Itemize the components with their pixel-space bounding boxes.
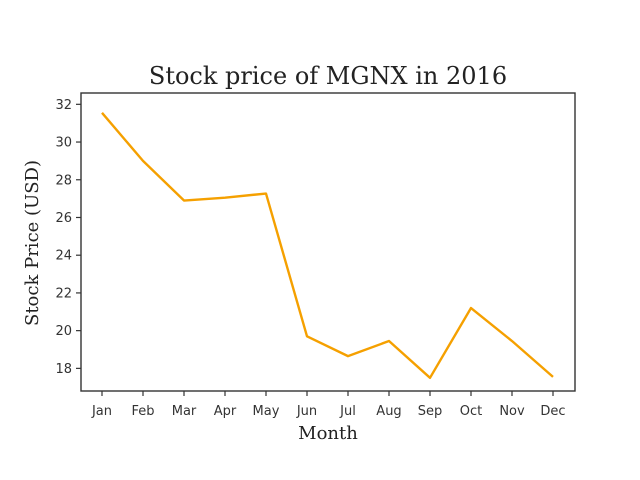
x-tick-label: Feb	[131, 404, 154, 419]
y-tick-label: 32	[55, 98, 72, 113]
x-tick-label: Dec	[540, 404, 565, 419]
x-tick-label: Oct	[460, 404, 482, 419]
x-tick-label: Nov	[499, 404, 525, 419]
y-tick-label: 28	[55, 173, 72, 188]
y-tick-label: 30	[55, 136, 72, 151]
stock-price-line	[101, 112, 554, 379]
x-tick-label: May	[253, 404, 280, 419]
x-tick-label: Apr	[214, 404, 237, 419]
x-tick-label: Sep	[418, 404, 443, 419]
plot-area-frame	[80, 92, 576, 392]
y-tick-label: 20	[55, 324, 72, 339]
x-tick-label: Mar	[172, 404, 197, 419]
x-tick-label: Jul	[339, 404, 356, 419]
x-tick-label: Jan	[91, 404, 112, 419]
y-axis-ticks: 18 20 22 24 26 28 30 32	[55, 98, 81, 377]
x-axis-label: Month	[298, 423, 358, 444]
chart-title: Stock price of MGNX in 2016	[149, 62, 507, 90]
x-axis-ticks: Jan Feb Mar Apr May Jun Jul Aug Sep Oct Nov Dec	[91, 391, 566, 419]
y-tick-label: 24	[55, 249, 72, 264]
y-tick-label: 22	[55, 286, 72, 301]
y-tick-label: 26	[55, 211, 72, 226]
y-tick-label: 18	[55, 362, 72, 377]
x-tick-label: Jun	[296, 404, 317, 419]
y-axis-label: Stock Price (USD)	[22, 160, 43, 326]
x-tick-label: Aug	[376, 404, 401, 419]
